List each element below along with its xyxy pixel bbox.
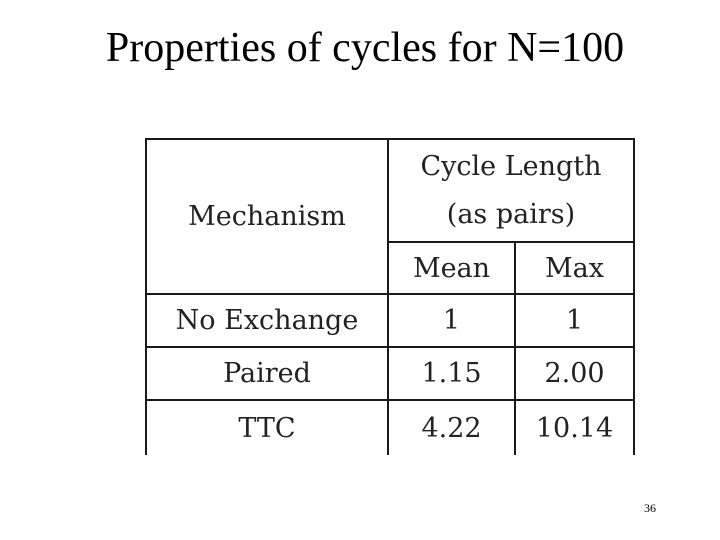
max-cell: 10.14 bbox=[514, 399, 635, 455]
table-subheader-row: Mean Max bbox=[146, 241, 635, 295]
mean-cell: 4.22 bbox=[387, 399, 516, 455]
cycle-length-group-header: Cycle Length (as pairs) bbox=[387, 138, 635, 243]
mechanism-cell: TTC bbox=[145, 399, 389, 455]
mechanism-column-header: Mechanism bbox=[145, 138, 389, 295]
cycle-length-header-line1: Cycle Length bbox=[420, 150, 602, 182]
max-cell: 1 bbox=[514, 293, 635, 348]
mechanism-cell: No Exchange bbox=[145, 293, 389, 348]
mean-cell: 1.15 bbox=[387, 346, 516, 401]
max-cell: 2.00 bbox=[514, 346, 635, 401]
table-row: Paired 1.15 2.00 bbox=[145, 346, 635, 401]
slide-title: Properties of cycles for N=100 bbox=[105, 25, 625, 71]
table-row: No Exchange 1 1 bbox=[145, 293, 635, 348]
max-column-header: Max bbox=[514, 241, 635, 295]
cycle-properties-table: Mechanism Cycle Length (as pairs) Mean M… bbox=[145, 138, 635, 455]
cycle-length-header-line2: (as pairs) bbox=[446, 198, 576, 230]
mechanism-cell: Paired bbox=[145, 346, 389, 401]
page-number: 36 bbox=[644, 501, 656, 515]
mean-column-header: Mean bbox=[387, 241, 516, 295]
table-row: TTC 4.22 10.14 bbox=[145, 399, 635, 455]
cycle-properties-table-container: Mechanism Cycle Length (as pairs) Mean M… bbox=[145, 138, 635, 455]
table-header-row: Mechanism Cycle Length (as pairs) bbox=[145, 138, 635, 295]
mean-cell: 1 bbox=[387, 293, 516, 348]
